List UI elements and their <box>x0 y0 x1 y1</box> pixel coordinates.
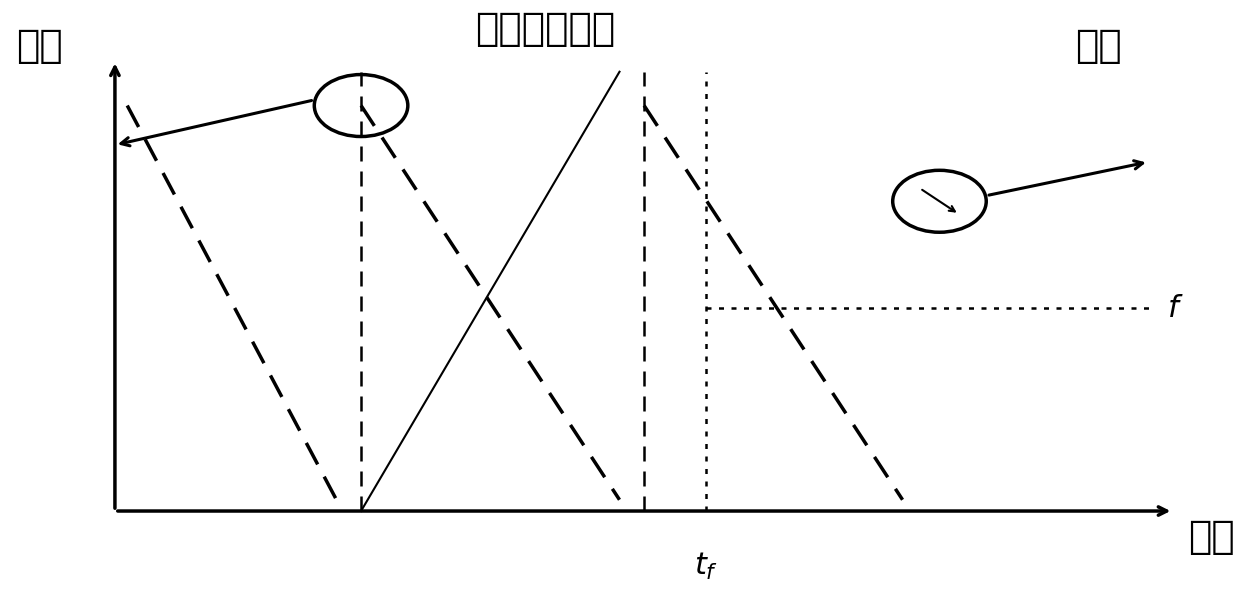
Text: 幅度: 幅度 <box>16 27 63 65</box>
Text: $t_f$: $t_f$ <box>694 551 717 581</box>
Text: 频率: 频率 <box>1075 27 1121 65</box>
Text: $f$: $f$ <box>1167 294 1183 323</box>
Text: 时间: 时间 <box>1188 518 1235 556</box>
Text: 侦测得的信号: 侦测得的信号 <box>476 10 616 48</box>
